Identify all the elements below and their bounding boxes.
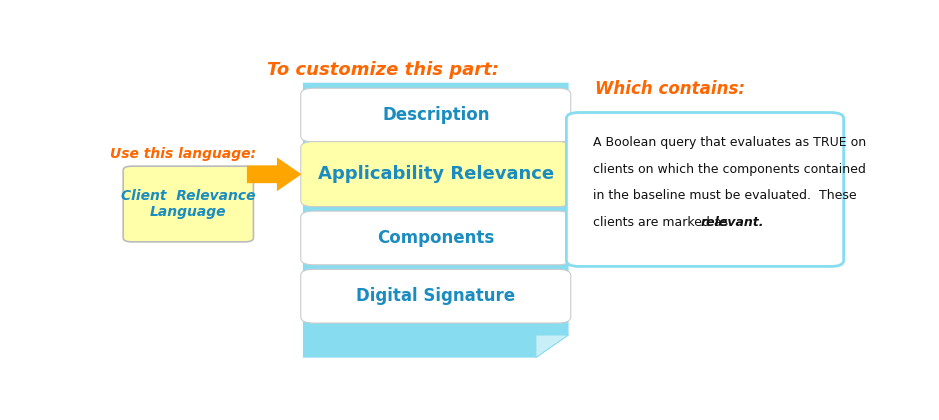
Text: A Boolean query that evaluates as TRUE on: A Boolean query that evaluates as TRUE o… [593,136,866,149]
Text: To customize this part:: To customize this part: [267,61,499,79]
Text: Applicability Relevance: Applicability Relevance [317,165,554,183]
Polygon shape [303,83,569,357]
Text: Components: Components [377,229,494,247]
Text: relevant.: relevant. [700,215,764,228]
Polygon shape [570,160,583,179]
FancyBboxPatch shape [300,211,571,265]
Text: in the baseline must be evaluated.  These: in the baseline must be evaluated. These [593,189,856,202]
FancyBboxPatch shape [300,269,571,323]
Text: clients on which the components contained: clients on which the components containe… [593,163,866,176]
Text: Client  Relevance
Language: Client Relevance Language [121,189,255,219]
Text: clients are marked as: clients are marked as [593,215,731,228]
Polygon shape [247,158,301,191]
Text: Use this language:: Use this language: [110,147,255,161]
FancyBboxPatch shape [566,113,843,266]
FancyBboxPatch shape [300,142,571,207]
Text: Which contains:: Which contains: [595,80,746,98]
Text: Description: Description [382,106,489,124]
Polygon shape [536,335,569,357]
Text: Digital Signature: Digital Signature [356,287,516,305]
Polygon shape [585,161,592,177]
FancyBboxPatch shape [300,88,571,142]
FancyBboxPatch shape [123,166,254,242]
